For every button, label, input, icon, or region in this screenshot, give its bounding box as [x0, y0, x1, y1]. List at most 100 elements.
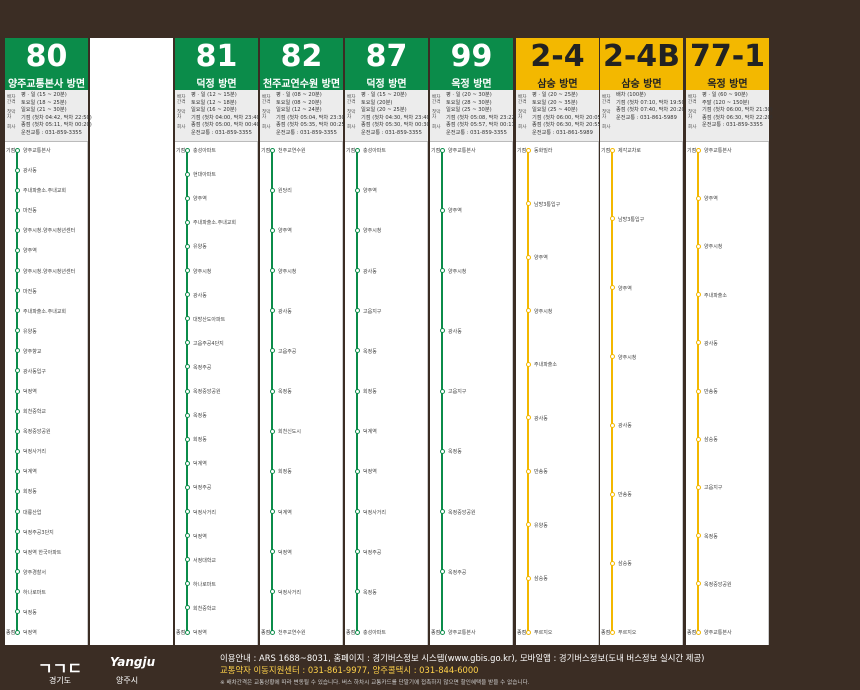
stop-dot	[14, 468, 20, 474]
stop-dot	[354, 308, 360, 314]
stop-dot	[14, 509, 20, 514]
stop-name: 옥정동	[363, 589, 377, 596]
route-header	[686, 38, 769, 90]
stop-dot	[14, 408, 20, 414]
schedule-line: 기점 (첫차 04:42, 막차 22:50)	[21, 114, 92, 121]
stop-dot	[525, 147, 531, 153]
stop-dot	[184, 412, 190, 418]
stop-dot	[354, 468, 360, 474]
stop-name: 고읍주공4단지	[193, 340, 224, 347]
stop-dot	[184, 509, 190, 514]
stop-dot	[525, 575, 531, 581]
stop-name: 양주교통본사	[448, 630, 476, 636]
gyeonggi-mark: ㄱㄱㄷ	[37, 659, 83, 678]
schedule-box	[686, 90, 769, 142]
schedule-line: 평 · 일 (12 ~ 15분)	[191, 92, 237, 98]
stop-dot	[609, 560, 615, 566]
stop-name: 광사동	[23, 168, 37, 175]
route-header	[175, 38, 258, 90]
schedule-label: 첫막차	[7, 110, 16, 120]
stop-dot	[609, 422, 615, 428]
route-header	[260, 38, 343, 90]
route-direction: 삼숭 방면	[537, 79, 578, 90]
schedule-box	[345, 90, 428, 142]
schedule-label: 배차간격	[262, 95, 271, 105]
stop-dot	[525, 254, 531, 260]
stop-dot	[14, 348, 20, 354]
schedule-line: 종점 (첫차 05:35, 막차 00:25)	[276, 122, 347, 129]
stop-dot	[695, 533, 701, 539]
schedule-label: 배차간격	[602, 95, 611, 105]
stop-name: 옥정주공	[448, 569, 467, 576]
stop-name: 충성아파트	[363, 630, 387, 636]
stop-name: 주내파출소	[704, 292, 728, 299]
stop-name: 회천신도시	[278, 429, 302, 436]
schedule-label: 배차간격	[7, 95, 16, 105]
route-number: 2-4B	[602, 39, 681, 74]
stop-name: 양주시청	[193, 268, 212, 275]
stop-name: 옥정동	[363, 348, 377, 355]
stop-name: 덕정사거리	[193, 509, 217, 516]
route-number: 82	[280, 39, 323, 74]
schedule-box	[260, 90, 343, 142]
schedule-line: 평 · 일 (20 ~ 30분)	[446, 92, 492, 98]
schedule-label: 회사	[432, 125, 441, 130]
stop-name: 덕정역	[278, 549, 292, 556]
stop-name: 양주경찰서	[23, 569, 47, 576]
stop-name: 고읍지구	[363, 308, 382, 315]
stop-name: 양주시청.양주시청년센터	[23, 228, 76, 235]
route-direction: 옥정 방면	[451, 79, 492, 90]
stop-dot	[14, 207, 20, 213]
stop-dot	[525, 308, 531, 314]
footer-info: 교통약자 이동지원센터 : 031-861-9977, 양주콜택시 : 031-…	[220, 665, 479, 675]
stop-name: 마전동	[23, 208, 37, 215]
route-number: 99	[450, 39, 493, 74]
stop-dot	[354, 629, 360, 635]
stop-dot	[525, 201, 531, 207]
stop-dot	[269, 428, 275, 434]
stop-name: 회천중학교	[23, 409, 47, 416]
stop-dot	[439, 388, 445, 394]
stop-name: 광사동	[618, 423, 632, 430]
stop-dot	[184, 268, 190, 273]
stop-name: 푸르지오	[534, 630, 553, 636]
stop-name: 옥정중앙공원	[193, 389, 221, 395]
end-label: 종점	[687, 630, 697, 636]
stop-dot	[439, 328, 445, 334]
stop-name: 유양동	[193, 244, 207, 251]
stop-name: 덕정역 한국아파트	[23, 549, 62, 556]
route-number: 81	[195, 39, 238, 74]
stop-dot	[695, 629, 701, 635]
stop-dot	[354, 187, 360, 193]
stop-dot	[695, 147, 701, 153]
schedule-line: 기점 (첫차 05:08, 막차 23:22)	[446, 114, 517, 121]
stop-dot	[354, 509, 360, 514]
stop-name: 광사동	[534, 415, 548, 422]
stop-name: 옥정주공	[193, 364, 212, 371]
stop-name: 덕정역	[23, 630, 37, 636]
blank-column	[90, 38, 173, 645]
route-number: 2-4	[530, 39, 585, 74]
schedule-line: 기점 (첫차 06:00, 막차 20:05)	[532, 114, 603, 121]
stop-dot	[609, 491, 615, 497]
schedule-line: 일요일 (25 ~ 30분)	[446, 107, 492, 114]
schedule-label: 첫막차	[262, 110, 271, 120]
schedule-label: 첫막차	[177, 110, 186, 120]
route-line	[611, 150, 613, 632]
schedule-line: 기점 (첫차 06:00, 막차 21:30)	[702, 107, 773, 114]
stop-dot	[269, 629, 275, 635]
stop-dot	[14, 288, 20, 294]
stop-name: 광사동	[278, 308, 292, 315]
stop-name: 삼숭동	[534, 576, 548, 583]
stop-dot	[354, 147, 360, 153]
stop-name: 충성아파트	[363, 148, 387, 154]
schedule-label: 배차간격	[518, 95, 527, 105]
stop-name: 양주시청.양주시청년센터	[23, 268, 76, 275]
stop-name: 양주교통본사	[23, 148, 51, 154]
start-label: 기점	[176, 148, 186, 154]
stop-name: 대륭산업	[23, 509, 42, 516]
schedule-label: 첫막차	[518, 110, 527, 120]
schedule-line: 평 · 일 (20 ~ 25분)	[532, 92, 578, 98]
stop-dot	[269, 589, 275, 595]
stop-dot	[269, 308, 275, 314]
